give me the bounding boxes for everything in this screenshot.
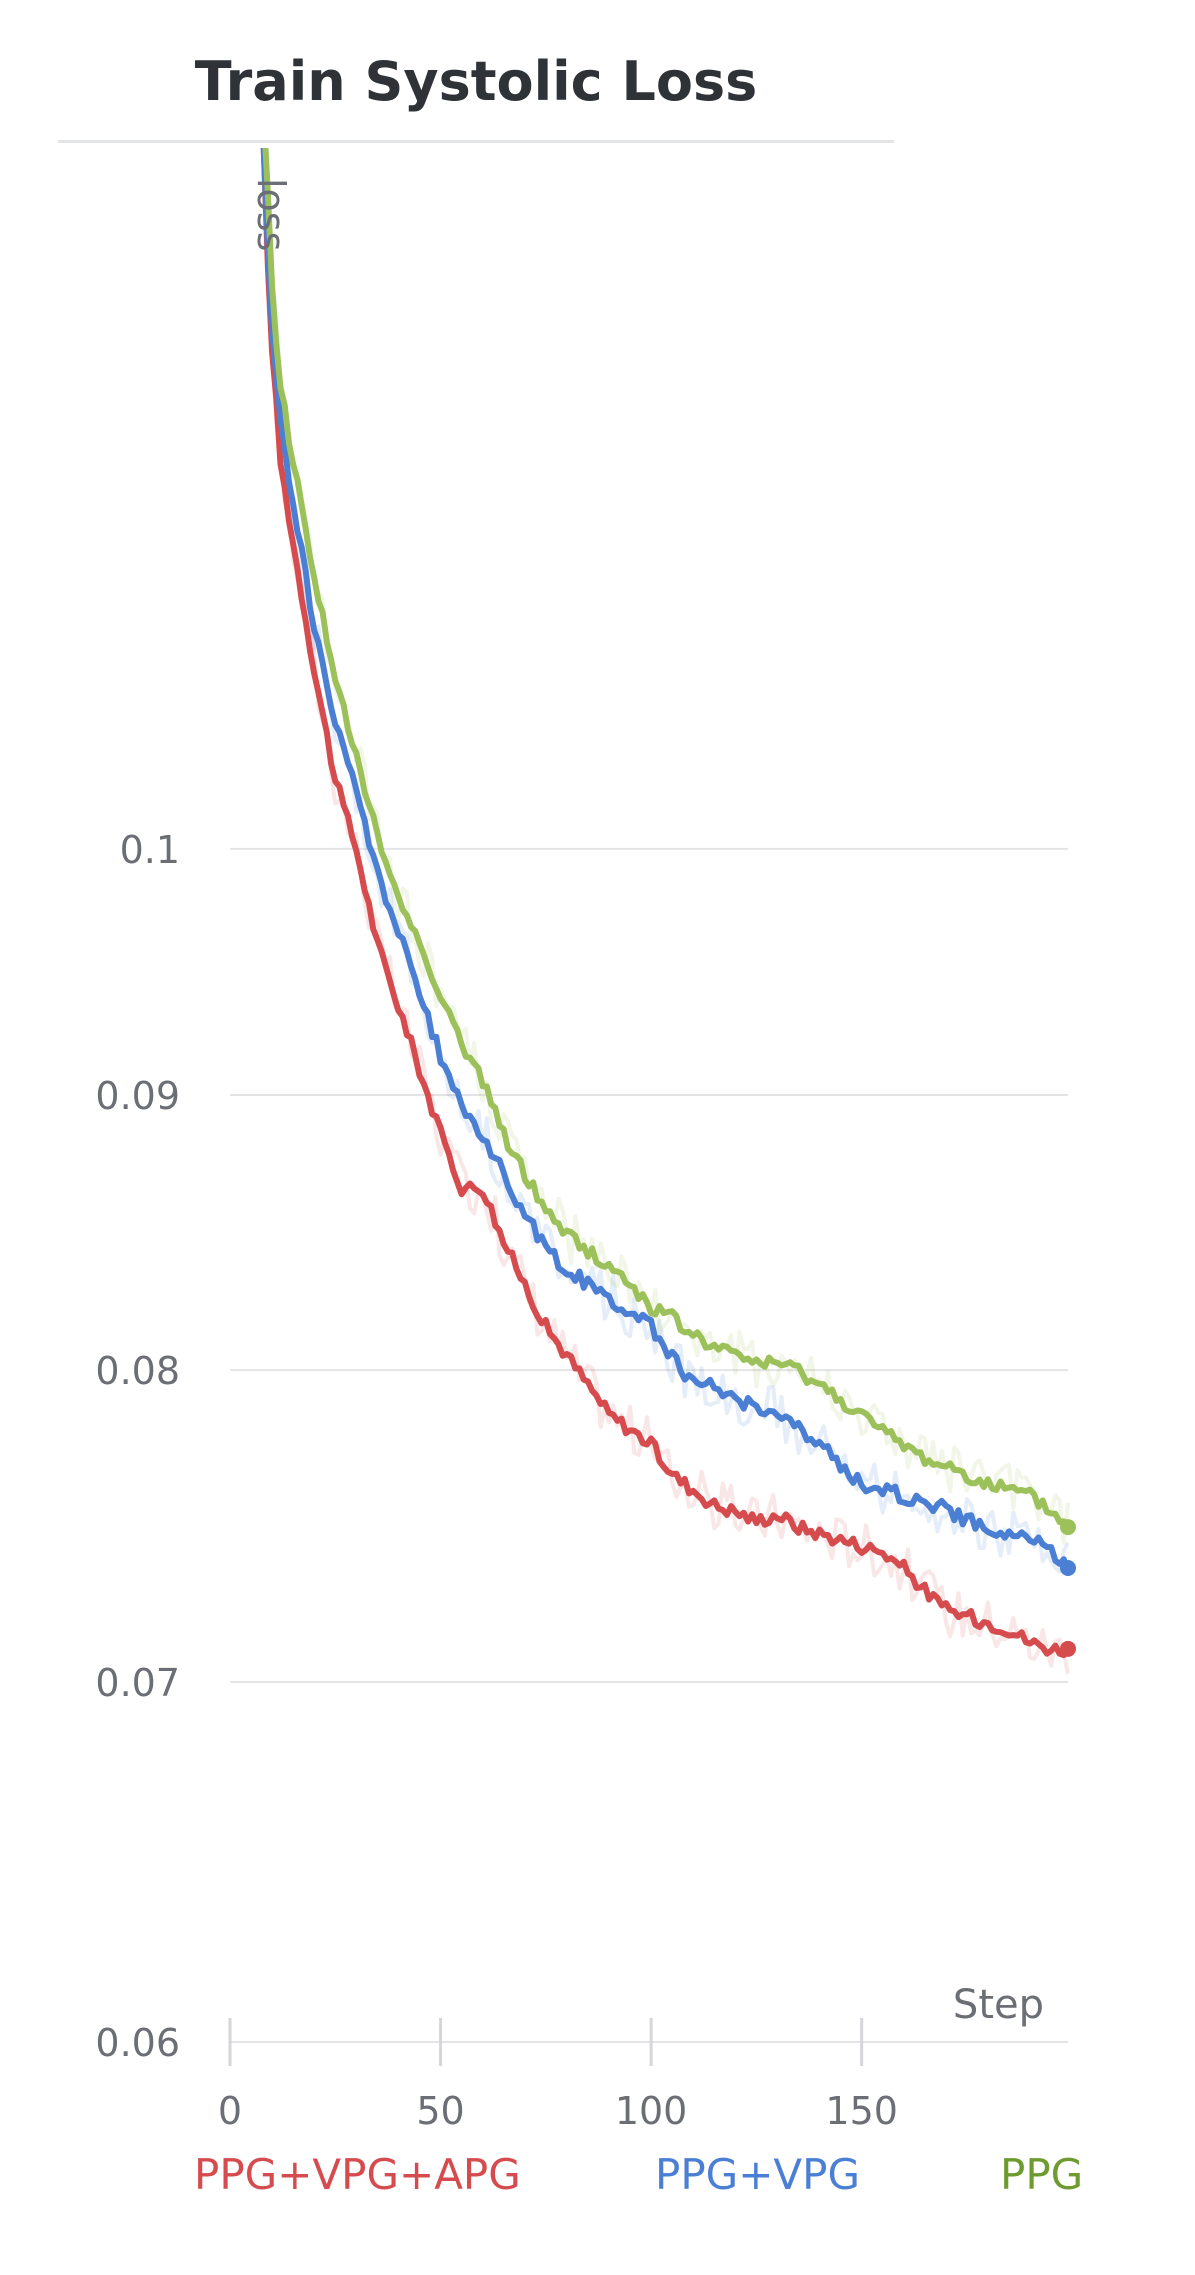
x-tick-label: 50 [416, 2089, 464, 2133]
series-end-point [1060, 1519, 1076, 1536]
y-tick-label: 0.06 [95, 2021, 180, 2065]
legend-item[interactable]: PPG+VPG [655, 2150, 860, 2199]
raw-series-lines [261, 148, 1070, 1675]
y-tick-label: 0.09 [95, 1074, 180, 1118]
x-tick-label: 150 [825, 2089, 898, 2133]
raw-series-line [261, 148, 1070, 1675]
title-divider [58, 140, 894, 143]
x-axis-label: Step [953, 1982, 1044, 2028]
smoothed-series-lines [260, 148, 1070, 1659]
x-tick-label: 100 [615, 2089, 688, 2133]
y-tick-label: 0.08 [95, 1349, 180, 1393]
legend-item[interactable]: PPG+VPG+APG [194, 2150, 521, 2199]
y-axis: 0.06 0.07 0.08 0.09 0.1 [95, 828, 180, 2065]
y-axis-label: loss [249, 178, 293, 251]
x-axis: 0 50 100 150 [218, 2018, 1068, 2133]
y-tick-label: 0.1 [120, 828, 180, 872]
y-tick-label: 0.07 [95, 1661, 180, 1705]
series-end-markers [1060, 1519, 1076, 1657]
series-line [260, 148, 1070, 1576]
chart-title: Train Systolic Loss [194, 50, 758, 113]
legend-item[interactable]: PPG [1000, 2150, 1084, 2199]
series-end-point [1060, 1560, 1076, 1577]
x-tick-label: 0 [218, 2089, 242, 2133]
series-line [260, 148, 1070, 1659]
series-end-point [1060, 1640, 1076, 1657]
raw-series-line [261, 148, 1070, 1574]
series-line [262, 148, 1070, 1529]
